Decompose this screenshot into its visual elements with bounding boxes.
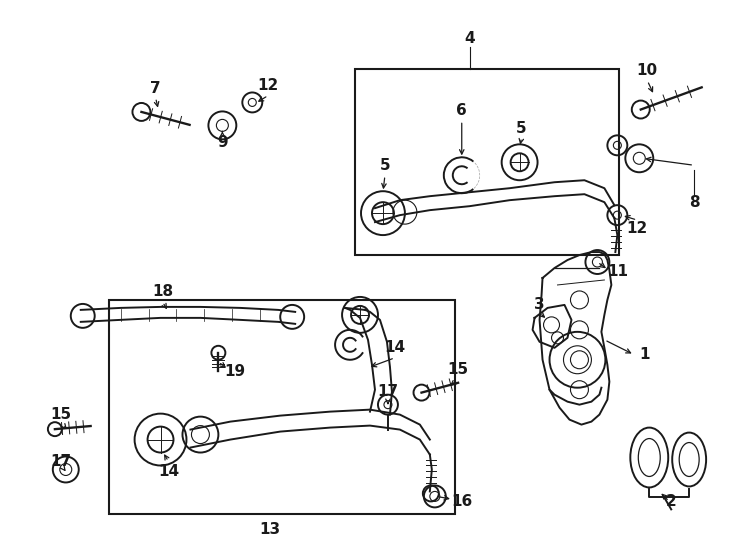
Text: 2: 2 — [666, 494, 677, 509]
Bar — [109, 300, 455, 515]
Text: 14: 14 — [385, 340, 405, 355]
Text: 17: 17 — [377, 384, 399, 399]
Text: 15: 15 — [50, 407, 71, 422]
Text: 18: 18 — [152, 285, 173, 300]
Text: 17: 17 — [50, 454, 71, 469]
Text: 6: 6 — [457, 103, 467, 118]
Text: 12: 12 — [627, 221, 648, 235]
Text: 4: 4 — [465, 31, 475, 46]
Text: 10: 10 — [636, 63, 658, 78]
Text: 13: 13 — [260, 522, 281, 537]
Text: 16: 16 — [451, 494, 473, 509]
Bar — [355, 69, 619, 255]
Text: 5: 5 — [516, 121, 527, 136]
Text: 14: 14 — [158, 464, 179, 479]
Text: 12: 12 — [258, 78, 279, 93]
Text: 7: 7 — [150, 81, 161, 96]
Text: 8: 8 — [688, 195, 700, 210]
Text: 15: 15 — [447, 362, 468, 377]
Text: 1: 1 — [639, 347, 650, 362]
Text: 3: 3 — [534, 298, 545, 313]
Text: 19: 19 — [225, 364, 246, 379]
Text: 11: 11 — [607, 265, 628, 280]
Text: 5: 5 — [379, 158, 390, 173]
Text: 9: 9 — [217, 135, 228, 150]
